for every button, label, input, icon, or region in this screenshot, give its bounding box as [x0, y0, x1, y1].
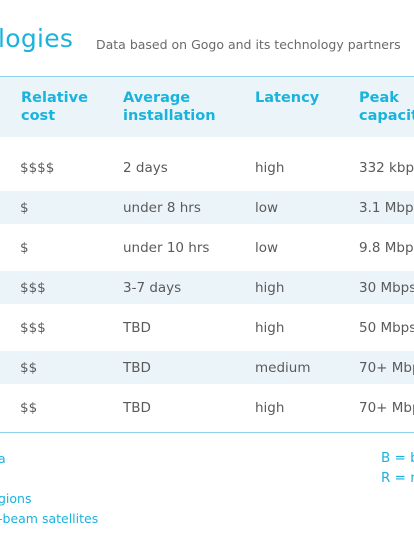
cell-average-installation: TBD — [123, 360, 151, 376]
cell-peak-capacity: 9.8 Mbps — [359, 240, 414, 256]
cell-relative-cost: $$$ — [20, 280, 46, 296]
cell-peak-capacity: 332 kbps — [359, 160, 414, 176]
cell-peak-capacity: 70+ Mbp — [359, 360, 414, 376]
table-row: $$$$ 2 days high 332 kbps — [0, 151, 414, 184]
cell-relative-cost: $$$$ — [20, 160, 55, 176]
footnote: gions — [0, 491, 32, 506]
column-header-latency: Latency — [255, 90, 320, 106]
cell-relative-cost: $$$ — [20, 320, 46, 336]
cell-relative-cost: $ — [20, 240, 29, 256]
cell-average-installation: under 10 hrs — [123, 240, 210, 256]
cell-latency: high — [255, 320, 285, 336]
cell-average-installation: TBD — [123, 320, 151, 336]
cell-latency: medium — [255, 360, 311, 376]
cell-peak-capacity: 70+ Mbp — [359, 400, 414, 416]
cell-average-installation: 2 days — [123, 160, 168, 176]
cell-latency: high — [255, 160, 285, 176]
footnote: a — [0, 451, 6, 466]
cell-average-installation: 3-7 days — [123, 280, 182, 296]
table-header — [0, 76, 414, 137]
cell-relative-cost: $$ — [20, 360, 38, 376]
cell-latency: low — [255, 200, 279, 216]
column-header-average-installation: Average installation — [123, 90, 216, 124]
cell-relative-cost: $ — [20, 200, 29, 216]
cell-latency: low — [255, 240, 279, 256]
cell-latency: high — [255, 280, 285, 296]
footnote: -beam satellites — [0, 511, 99, 526]
cell-average-installation: under 8 hrs — [123, 200, 201, 216]
table-row: $$$ TBD high 50 Mbps — [0, 311, 414, 344]
cell-average-installation: TBD — [123, 400, 151, 416]
page-subtitle: Data based on Gogo and its technology pa… — [96, 37, 401, 52]
table-row: $ under 8 hrs low 3.1 Mbps — [0, 191, 414, 224]
column-header-peak-capacity: Peak capacit — [359, 90, 414, 124]
table-row: $ under 10 hrs low 9.8 Mbps — [0, 231, 414, 264]
cell-peak-capacity: 50 Mbps — [359, 320, 414, 336]
table-bottom-rule — [0, 432, 414, 433]
legend-item: B = b — [381, 450, 414, 466]
table-row: $$ TBD high 70+ Mbp — [0, 391, 414, 424]
cell-relative-cost: $$ — [20, 400, 38, 416]
table-row: $$$ 3-7 days high 30 Mbps — [0, 271, 414, 304]
page-title: logies — [0, 24, 74, 53]
cell-peak-capacity: 3.1 Mbps — [359, 200, 414, 216]
cell-latency: high — [255, 400, 285, 416]
column-header-relative-cost: Relative cost — [21, 90, 88, 124]
table-row: $$ TBD medium 70+ Mbp — [0, 351, 414, 384]
legend-item: R = r — [381, 470, 414, 486]
cell-peak-capacity: 30 Mbps — [359, 280, 414, 296]
